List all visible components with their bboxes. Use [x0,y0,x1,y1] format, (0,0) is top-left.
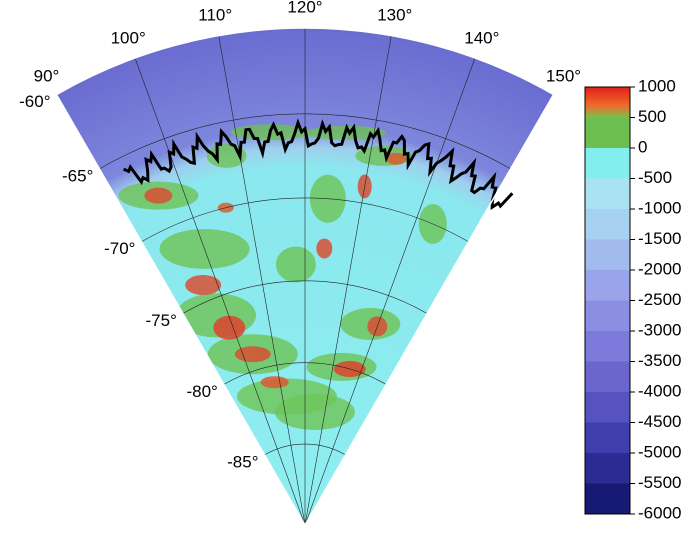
colorbar-tick-label: -5000 [638,442,681,461]
colorbar-band [585,209,630,240]
latitude-label: -65° [62,166,93,185]
terrain-patch [316,238,333,259]
colorbar: 1000 500 0 -500 -1000 -1500 -2000 -2500 -3000 -35… [584,76,681,522]
colorbar-tick-label: -3500 [638,351,681,370]
colorbar-tick-label: -500 [638,168,672,187]
colorbar-tick-label: 1000 [638,76,676,95]
coastline [122,118,514,211]
terrain-patch [144,187,173,204]
colorbar-band [585,300,630,331]
longitude-label: 140° [464,29,499,48]
colorbar-tick-label: -4500 [638,412,681,431]
longitude-label: 90° [34,67,60,86]
longitude-label: 120° [287,0,322,16]
colorbar-band [585,453,630,484]
terrain-patch [213,315,246,340]
colorbar-tick-label: -3000 [638,320,681,339]
latitude-label: -70° [104,239,135,258]
terrain-patch [275,246,316,283]
latitude-label: -85° [227,452,258,471]
longitude-label: 150° [546,67,581,86]
meridian [304,35,392,526]
colorbar-band [585,422,630,453]
colorbar-tick-label: 0 [638,137,647,156]
colorbar-tick-label: -2000 [638,259,681,278]
colorbar-band [585,392,630,423]
terrain-patch [274,393,355,430]
longitude-label: 110° [198,5,232,24]
meridian [304,57,476,526]
longitude-label: 100° [111,29,146,48]
terrain-patch [234,346,271,363]
terrain-patch [260,376,289,389]
meridian [218,35,306,526]
colorbar-tick-label: -6000 [638,503,681,522]
colorbar-tick-label: -5500 [638,473,681,492]
colorbar-tick-label: 500 [638,107,666,126]
colorbar-band [585,117,630,148]
colorbar-tick-label: -1500 [638,229,681,248]
colorbar-band [585,178,630,209]
latitude-label: -60° [19,92,50,111]
parallel [141,197,469,243]
colorbar-band [585,87,630,118]
colorbar-band [585,148,630,179]
latitude-label: -75° [146,311,177,330]
parallel [182,280,428,314]
colorbar-tick-label: -4000 [638,381,681,400]
colorbar-band [585,331,630,362]
terrain-patch [185,275,222,296]
colorbar-tick-label: -1000 [638,198,681,217]
colorbar-band [585,239,630,270]
parallel [223,362,387,385]
colorbar-band [585,483,630,514]
sector-outline [55,27,555,527]
colorbar-band [585,270,630,301]
parallel [264,443,346,456]
terrain-patch [386,152,407,165]
colorbar-band [585,361,630,392]
longitude-label: 130° [377,5,412,24]
meridian [134,57,306,526]
colorbar-tick-label: -2500 [638,290,681,309]
latitude-label: -80° [186,382,217,401]
parallel [99,113,511,170]
